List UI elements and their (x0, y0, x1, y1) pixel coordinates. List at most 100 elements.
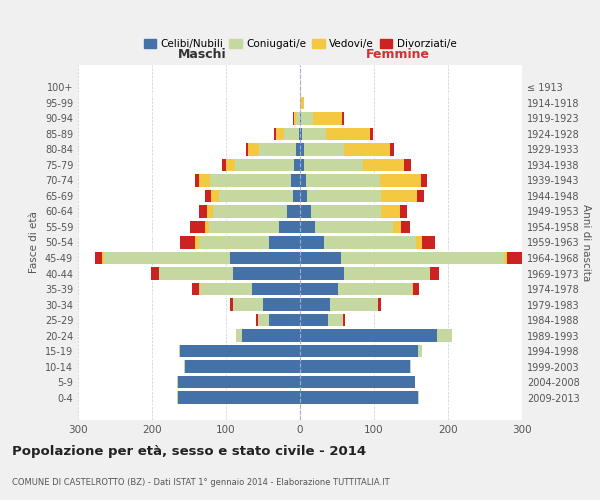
Bar (341, 252, 503, 264)
Bar (302, 128, 326, 140)
Bar (300, 298, 329, 311)
Bar (382, 205, 400, 218)
Bar (300, 190, 307, 202)
Bar (185, 360, 300, 373)
Text: Maschi: Maschi (178, 48, 227, 62)
Bar (307, 190, 382, 202)
Text: Popolazione per età, sesso e stato civile - 2014: Popolazione per età, sesso e stato civil… (12, 445, 366, 458)
Bar (390, 143, 394, 156)
Bar (344, 267, 430, 280)
Bar (296, 112, 300, 125)
Bar (300, 314, 328, 326)
Bar (323, 236, 416, 249)
Bar (300, 128, 302, 140)
Bar (177, 376, 178, 388)
Bar (212, 205, 287, 218)
Bar (299, 128, 300, 140)
Bar (503, 252, 507, 264)
Text: COMUNE DI CASTELROTTO (BZ) - Dati ISTAT 1° gennaio 2014 - Elaborazione TUTTITALI: COMUNE DI CASTELROTTO (BZ) - Dati ISTAT … (12, 478, 389, 487)
Bar (311, 205, 382, 218)
Bar (437, 329, 452, 342)
Bar (300, 252, 341, 264)
Bar (199, 282, 200, 296)
Bar (248, 143, 259, 156)
Bar (180, 344, 300, 358)
Bar (246, 143, 248, 156)
Bar (195, 174, 199, 187)
Bar (417, 190, 424, 202)
Bar (300, 267, 344, 280)
Bar (199, 174, 210, 187)
Bar (160, 267, 233, 280)
Bar (269, 236, 300, 249)
Bar (380, 174, 421, 187)
Bar (342, 112, 344, 125)
Bar (300, 376, 415, 388)
Bar (233, 298, 263, 311)
Bar (279, 220, 300, 234)
Bar (230, 298, 233, 311)
Bar (382, 190, 417, 202)
Bar (300, 360, 410, 373)
Bar (300, 282, 338, 296)
Bar (430, 267, 439, 280)
Bar (178, 391, 300, 404)
Bar (306, 174, 380, 187)
Bar (421, 174, 427, 187)
Bar (199, 205, 207, 218)
Bar (293, 190, 300, 202)
Bar (209, 220, 279, 234)
Bar (313, 112, 342, 125)
Bar (326, 128, 370, 140)
Bar (233, 267, 300, 280)
Bar (263, 298, 300, 311)
Bar (400, 205, 407, 218)
Bar (180, 236, 195, 249)
Bar (392, 220, 401, 234)
Bar (274, 128, 277, 140)
Bar (344, 143, 390, 156)
Bar (293, 112, 294, 125)
Y-axis label: Anni di nascita: Anni di nascita (581, 204, 591, 281)
Bar (211, 190, 218, 202)
Bar (284, 128, 299, 140)
Bar (207, 205, 212, 218)
Bar (200, 282, 252, 296)
Bar (195, 236, 199, 249)
Bar (300, 96, 301, 110)
Bar (218, 190, 293, 202)
Bar (235, 158, 294, 172)
Bar (418, 344, 422, 358)
Bar (300, 143, 304, 156)
Bar (300, 205, 311, 218)
Bar (291, 174, 300, 187)
Bar (300, 112, 301, 125)
Bar (416, 236, 422, 249)
Bar (277, 128, 284, 140)
Bar (300, 174, 306, 187)
Bar (258, 314, 269, 326)
Legend: Celibi/Nubili, Coniugati/e, Vedovi/e, Divorziati/e: Celibi/Nubili, Coniugati/e, Vedovi/e, Di… (139, 34, 461, 53)
Bar (190, 220, 205, 234)
Bar (103, 252, 104, 264)
Bar (256, 314, 258, 326)
Bar (343, 314, 345, 326)
Bar (269, 314, 300, 326)
Bar (230, 252, 300, 264)
Bar (338, 282, 412, 296)
Bar (226, 158, 235, 172)
Bar (301, 112, 313, 125)
Bar (205, 190, 211, 202)
Bar (184, 360, 185, 373)
Bar (300, 391, 418, 404)
Bar (95, 252, 103, 264)
Bar (301, 96, 304, 110)
Bar (328, 314, 343, 326)
Bar (300, 158, 304, 172)
Bar (300, 220, 315, 234)
Bar (287, 205, 300, 218)
Bar (363, 158, 404, 172)
Bar (192, 282, 199, 296)
Bar (370, 128, 373, 140)
Bar (412, 282, 413, 296)
